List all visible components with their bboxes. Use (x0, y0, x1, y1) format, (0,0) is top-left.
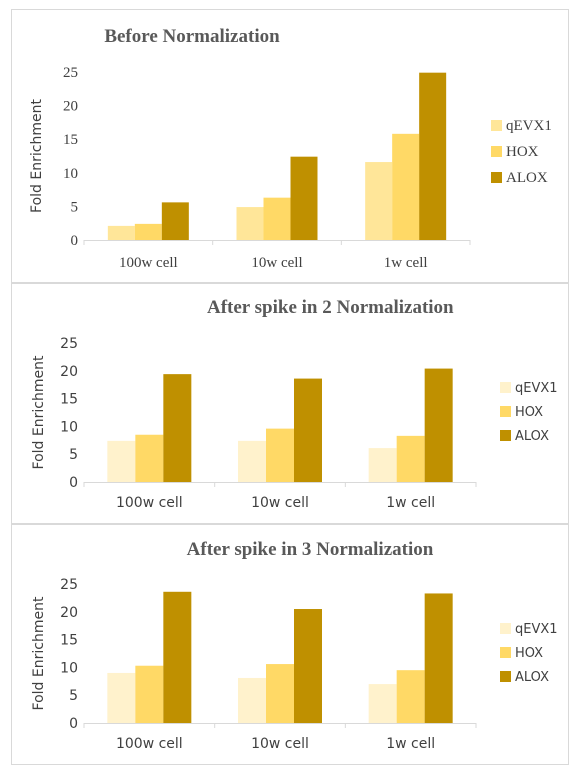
x-category-label: 1w cell (386, 495, 435, 511)
bar-hox-1w-cell (396, 670, 425, 723)
legend-swatch-hox (500, 406, 511, 417)
chart-title: Before Normalization (104, 26, 280, 47)
bar-hox-10w-cell (266, 428, 294, 482)
y-tick-label: 15 (60, 633, 78, 649)
bar-hox-1w-cell (396, 435, 425, 482)
legend-swatch-alox (491, 172, 502, 183)
bar-hox-1w-cell (392, 133, 420, 240)
x-category-label: 100w cell (116, 736, 183, 752)
bar-alox-1w-cell (424, 368, 453, 482)
chart-panel-before-normalization: Before Normalization Fold Enrichment 0 5 10 1… (11, 9, 569, 283)
legend-label-hox: HOX (515, 646, 543, 661)
y-tick-label: 20 (60, 605, 78, 621)
bar-alox-10w-cell (290, 156, 318, 240)
y-axis-label: Fold Enrichment (29, 99, 45, 213)
legend-label-qevx1: qEVX1 (506, 118, 552, 134)
chart-panel-after-spike-2: After spike in 2 Normalization Fold Enric… (11, 283, 569, 524)
chart-title: After spike in 2 Normalization (207, 297, 454, 318)
x-category-label: 10w cell (251, 255, 302, 271)
chart-after-spike-3-normalization: After spike in 3 Normalization Fold Enric… (31, 539, 558, 752)
bar-alox-100w-cell (163, 374, 192, 482)
legend-label-hox: HOX (515, 405, 543, 420)
y-tick-label: 25 (60, 336, 78, 352)
bar-qevx1-100w-cell (107, 440, 136, 482)
y-tick-label: 5 (69, 688, 78, 704)
bar-alox-1w-cell (419, 72, 447, 240)
bar-hox-10w-cell (266, 664, 294, 723)
legend-label-alox: ALOX (515, 429, 549, 444)
bar-qevx1-10w-cell (236, 207, 264, 240)
y-tick-label: 10 (60, 660, 78, 676)
bar-qevx1-100w-cell (107, 672, 136, 723)
y-axis-label: Fold Enrichment (31, 596, 47, 710)
legend-label-qevx1: qEVX1 (515, 622, 558, 637)
bar-qevx1-10w-cell (238, 677, 266, 723)
chart-panel-after-spike-3: After spike in 3 Normalization Fold Enric… (11, 524, 569, 765)
x-category-label: 100w cell (119, 255, 178, 271)
legend-swatch-hox (500, 647, 511, 658)
y-tick-label: 20 (63, 99, 78, 115)
legend-label-alox: ALOX (506, 170, 548, 186)
bar-hox-10w-cell (263, 197, 291, 240)
bar-alox-10w-cell (294, 609, 322, 723)
y-tick-label: 0 (69, 475, 78, 491)
bar-alox-10w-cell (294, 378, 322, 482)
y-tick-label: 5 (71, 199, 79, 215)
chart-after-spike-2-normalization: After spike in 2 Normalization Fold Enric… (31, 297, 558, 511)
legend-swatch-qevx1 (500, 623, 511, 634)
legend-swatch-hox (491, 146, 502, 157)
bar-qevx1-10w-cell (238, 440, 266, 482)
y-tick-label: 10 (60, 419, 78, 435)
x-category-label: 1w cell (384, 255, 428, 271)
y-tick-label: 25 (63, 65, 78, 81)
chart-before-normalization: Before Normalization Fold Enrichment 0 5 10 1… (29, 26, 552, 271)
y-tick-label: 15 (60, 392, 78, 408)
bar-hox-100w-cell (134, 223, 162, 240)
x-category-label: 1w cell (386, 736, 435, 752)
y-axis-label: Fold Enrichment (31, 355, 47, 469)
y-tick-label: 0 (71, 233, 79, 249)
y-tick-label: 0 (69, 716, 78, 732)
legend-swatch-alox (500, 671, 511, 682)
y-tick-label: 20 (60, 364, 78, 380)
x-category-label: 10w cell (251, 736, 309, 752)
legend-label-qevx1: qEVX1 (515, 381, 558, 396)
legend-swatch-qevx1 (500, 382, 511, 393)
bar-alox-100w-cell (163, 591, 192, 723)
bar-alox-1w-cell (424, 593, 453, 723)
legend-label-hox: HOX (506, 144, 539, 160)
bar-qevx1-1w-cell (368, 448, 397, 482)
bar-qevx1-1w-cell (365, 162, 393, 240)
bar-alox-100w-cell (161, 202, 189, 240)
y-tick-label: 15 (63, 132, 78, 148)
y-tick-label: 5 (69, 447, 78, 463)
bar-qevx1-1w-cell (368, 684, 397, 723)
legend-swatch-qevx1 (491, 120, 502, 131)
bar-hox-100w-cell (135, 665, 164, 723)
x-category-label: 10w cell (251, 495, 309, 511)
legend-label-alox: ALOX (515, 670, 549, 685)
bar-hox-100w-cell (135, 434, 164, 482)
bar-qevx1-100w-cell (107, 225, 135, 240)
chart-title: After spike in 3 Normalization (187, 539, 434, 560)
legend-swatch-alox (500, 430, 511, 441)
y-tick-label: 10 (63, 166, 78, 182)
x-category-label: 100w cell (116, 495, 183, 511)
y-tick-label: 25 (60, 577, 78, 593)
